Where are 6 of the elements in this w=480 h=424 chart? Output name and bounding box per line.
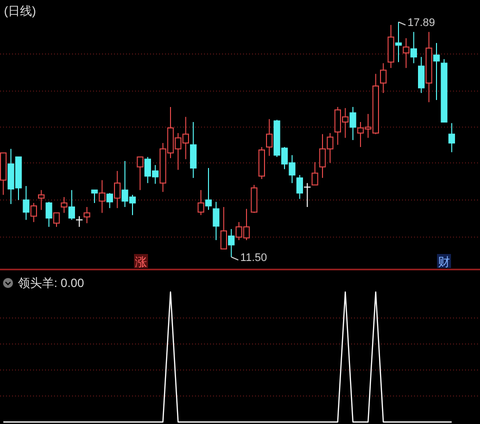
annotation: 17.89 [408,17,436,29]
chart-title: (日线) [4,4,36,18]
chart-title: 领头羊: 0.00 [18,276,84,290]
annotation: 财 [438,255,450,269]
annotation: 11.50 [240,252,268,264]
annotation: 涨 [135,255,147,269]
